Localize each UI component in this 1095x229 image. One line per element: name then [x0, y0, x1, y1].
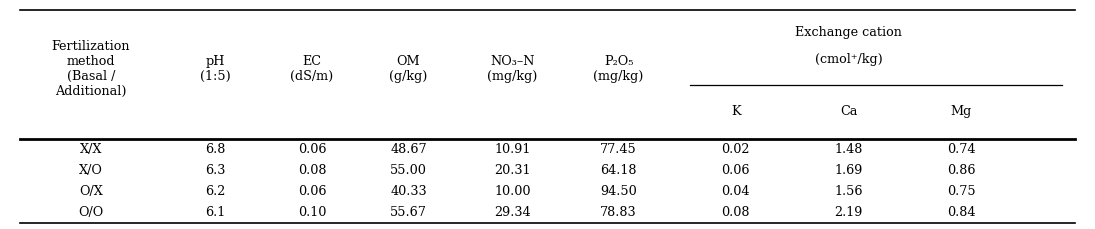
Text: 0.86: 0.86 [947, 164, 976, 177]
Text: 10.00: 10.00 [494, 185, 531, 198]
Text: 6.2: 6.2 [206, 185, 226, 198]
Text: 0.06: 0.06 [298, 143, 326, 156]
Text: X/O: X/O [79, 164, 103, 177]
Text: 94.50: 94.50 [600, 185, 637, 198]
Text: OM
(g/kg): OM (g/kg) [389, 55, 428, 83]
Text: 1.69: 1.69 [834, 164, 863, 177]
Text: Mg: Mg [950, 105, 972, 117]
Text: 64.18: 64.18 [600, 164, 637, 177]
Text: 6.1: 6.1 [206, 206, 226, 219]
Text: 0.04: 0.04 [722, 185, 750, 198]
Text: Ca: Ca [840, 105, 857, 117]
Text: P₂O₅
(mg/kg): P₂O₅ (mg/kg) [593, 55, 644, 83]
Text: 0.02: 0.02 [722, 143, 750, 156]
Text: 6.8: 6.8 [206, 143, 226, 156]
Text: (cmol⁺/kg): (cmol⁺/kg) [815, 53, 883, 66]
Text: NO₃–N
(mg/kg): NO₃–N (mg/kg) [487, 55, 538, 83]
Text: 0.08: 0.08 [722, 206, 750, 219]
Text: 20.31: 20.31 [494, 164, 531, 177]
Text: 0.06: 0.06 [298, 185, 326, 198]
Text: 55.00: 55.00 [390, 164, 427, 177]
Text: K: K [731, 105, 740, 117]
Text: 78.83: 78.83 [600, 206, 637, 219]
Text: 77.45: 77.45 [600, 143, 637, 156]
Text: 48.67: 48.67 [390, 143, 427, 156]
Text: 1.56: 1.56 [834, 185, 863, 198]
Text: 2.19: 2.19 [834, 206, 863, 219]
Text: 10.91: 10.91 [494, 143, 531, 156]
Text: 0.10: 0.10 [298, 206, 326, 219]
Text: 40.33: 40.33 [390, 185, 427, 198]
Text: O/X: O/X [79, 185, 103, 198]
Text: 1.48: 1.48 [834, 143, 863, 156]
Text: 0.84: 0.84 [947, 206, 976, 219]
Text: pH
(1:5): pH (1:5) [200, 55, 231, 83]
Text: 0.06: 0.06 [722, 164, 750, 177]
Text: O/O: O/O [78, 206, 104, 219]
Text: 0.75: 0.75 [947, 185, 976, 198]
Text: 6.3: 6.3 [206, 164, 226, 177]
Text: 29.34: 29.34 [494, 206, 531, 219]
Text: Fertilization
method
(Basal /
Additional): Fertilization method (Basal / Additional… [51, 40, 130, 98]
Text: 0.74: 0.74 [947, 143, 976, 156]
Text: Exchange cation: Exchange cation [795, 26, 902, 38]
Text: 55.67: 55.67 [390, 206, 427, 219]
Text: X/X: X/X [80, 143, 102, 156]
Text: 0.08: 0.08 [298, 164, 326, 177]
Text: EC
(dS/m): EC (dS/m) [290, 55, 334, 83]
